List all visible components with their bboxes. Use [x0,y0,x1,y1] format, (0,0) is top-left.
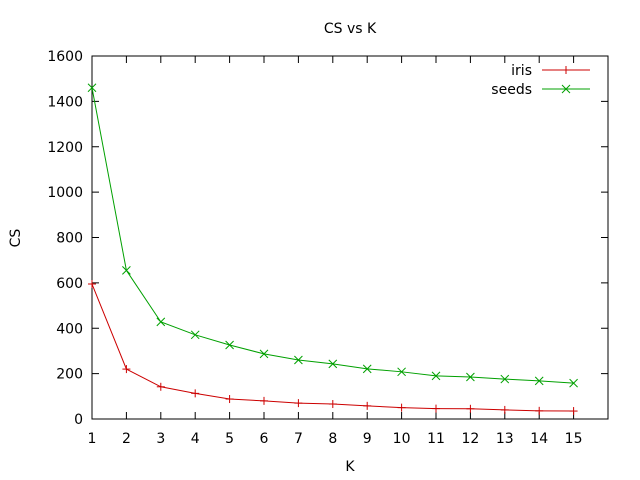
data-point-seeds [259,349,269,359]
x-axis-label: K [345,459,355,475]
y-tick-label: 1000 [47,185,83,201]
x-tick-label: 14 [530,431,548,447]
data-point-seeds [466,372,475,382]
data-point-iris [397,403,406,412]
x-tick-label: 11 [427,431,445,447]
data-point-seeds [190,330,200,340]
y-tick-label: 1200 [47,140,83,156]
data-point-seeds [294,355,303,365]
x-tick-label: 6 [260,431,269,447]
data-point-iris [535,406,544,415]
y-tick-label: 1400 [47,94,83,110]
x-tick-label: 8 [328,431,337,447]
series-layer [87,83,578,416]
x-tick-label: 1 [88,431,97,447]
legend-marker-seeds [561,84,571,94]
data-point-seeds [328,359,338,369]
x-tick-label: 9 [363,431,372,447]
x-tick-label: 4 [191,431,200,447]
y-tick-label: 800 [56,231,83,247]
data-point-seeds [122,266,131,275]
legend-label-iris: iris [511,63,532,79]
data-point-iris [156,382,165,391]
series-line-seeds [91,87,574,384]
x-tick-label: 2 [122,431,131,447]
x-tick-label: 7 [294,431,303,447]
x-tick-label: 5 [225,431,234,447]
x-tick-label: 10 [393,431,411,447]
data-point-seeds [397,367,406,377]
data-point-seeds [156,317,166,327]
plot-frame [91,55,609,420]
data-point-iris [191,389,200,398]
y-tick-label: 600 [56,276,83,292]
chart-title: CS vs K [324,21,377,37]
x-tick-label: 3 [156,431,165,447]
y-tick-label: 400 [56,321,83,337]
data-point-iris [225,395,234,404]
data-point-iris [500,405,509,414]
x-tick-label: 12 [461,431,479,447]
data-point-seeds [87,83,97,93]
data-point-iris [569,407,578,416]
legend: iris seeds [491,63,590,98]
x-tick-label: 15 [565,431,583,447]
data-point-seeds [500,374,510,384]
data-point-iris [363,401,372,410]
data-point-seeds [225,340,234,350]
data-point-iris [328,400,337,409]
data-point-iris [122,365,131,374]
data-point-iris [432,404,440,413]
y-tick-label: 0 [74,412,83,428]
y-axis-label: CS [8,229,24,248]
data-point-seeds [431,371,441,381]
data-point-iris [466,404,475,413]
data-point-iris [260,396,268,405]
series-line-iris [91,283,574,412]
data-point-seeds [534,376,544,386]
legend-marker-iris [562,66,570,74]
data-point-seeds [569,378,578,388]
legend-label-seeds: seeds [491,82,532,98]
y-tick-label: 200 [56,367,83,383]
data-point-iris [294,399,303,408]
data-point-seeds [362,364,372,374]
y-tick-label: 1600 [47,49,83,65]
x-tick-label: 13 [496,431,514,447]
data-point-iris [88,280,96,289]
